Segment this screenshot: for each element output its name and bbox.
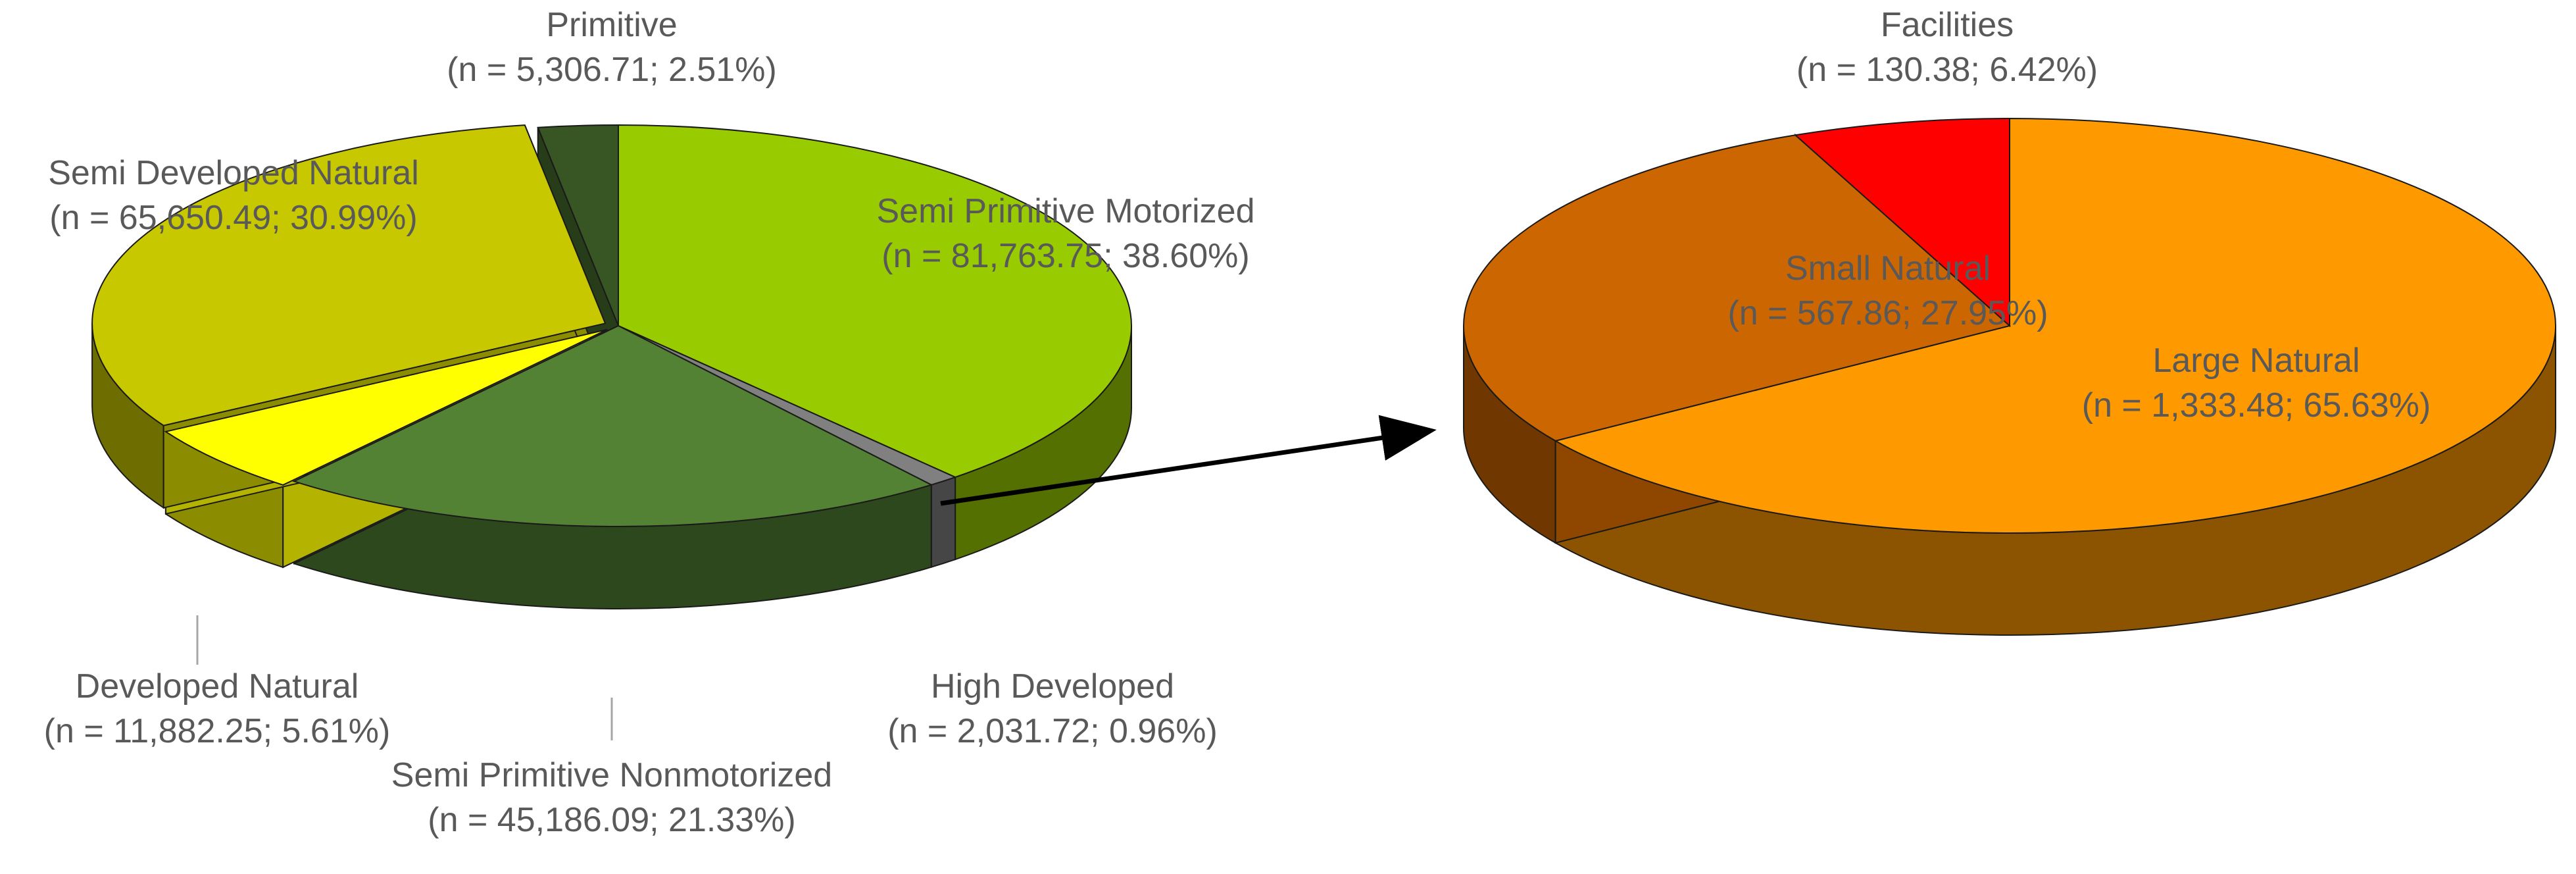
slice-label-name: Small Natural	[1785, 249, 1991, 288]
slice-label-primitive: Primitive (n = 5,306.71; 2.51%)	[447, 6, 777, 89]
slice-label-name: Developed Natural	[76, 667, 359, 706]
pie-slice-developed-natural	[164, 328, 608, 486]
slice-label-name: High Developed	[931, 667, 1174, 706]
pie-slice-large-natural	[1553, 117, 2556, 534]
pie-side-high-developed	[930, 476, 956, 569]
labels-layer: Semi Primitive Motorized (n = 81,763.75; …	[44, 6, 2431, 839]
slice-label-value: (n = 2,031.72; 0.96%)	[887, 712, 1218, 750]
pie-slice-facilities	[1794, 117, 2010, 328]
slice-label-value: (n = 81,763.75; 38.60%)	[881, 237, 1249, 275]
pie-slice-primitive	[537, 124, 619, 326]
slice-label-name: Facilities	[1881, 6, 2014, 44]
slice-label-name: Semi Primitive Nonmotorized	[391, 756, 832, 794]
pie-slice-small-natural	[1463, 134, 2012, 442]
slice-label-semi-primitive-motorized: Semi Primitive Motorized (n = 81,763.75; …	[876, 192, 1254, 275]
slice-label-value: (n = 65,650.49; 30.99%)	[49, 199, 417, 237]
left-pie-chart	[91, 124, 1132, 610]
slice-label-name: Semi Developed Natural	[48, 154, 419, 192]
slice-label-high-developed: High Developed (n = 2,031.72; 0.96%)	[887, 667, 1218, 750]
right-pie-chart	[1463, 117, 2556, 636]
slice-label-value: (n = 5,306.71; 2.51%)	[447, 51, 777, 89]
slice-label-value: (n = 1,333.48; 65.63%)	[2082, 386, 2431, 424]
slice-label-value: (n = 45,186.09; 21.33%)	[428, 801, 795, 839]
slice-label-value: (n = 11,882.25; 5.61%)	[44, 712, 391, 750]
slice-label-name: Large Natural	[2152, 342, 2360, 380]
slice-label-large-natural: Large Natural (n = 1,333.48; 65.63%)	[2082, 342, 2431, 424]
slice-label-name: Primitive	[546, 6, 677, 44]
slice-label-semi-primitive-nonmotorized: Semi Primitive Nonmotorized (n = 45,186.0…	[391, 756, 832, 839]
slice-label-value: (n = 567.86; 27.95%)	[1727, 294, 2048, 332]
slice-label-name: Semi Primitive Motorized	[876, 192, 1254, 230]
pie-slice-semi-developed-natural	[91, 124, 607, 426]
slice-label-facilities: Facilities (n = 130.38; 6.42%)	[1796, 6, 2098, 89]
pie-slice-semi-primitive-motorized	[618, 124, 1132, 478]
slice-label-semi-developed-natural: Semi Developed Natural (n = 65,650.49; 30…	[48, 154, 419, 237]
breakdown-connector-arrow	[940, 415, 1437, 506]
slice-label-developed-natural: Developed Natural (n = 11,882.25; 5.61%)	[44, 667, 391, 750]
slice-label-value: (n = 130.38; 6.42%)	[1796, 51, 2098, 89]
slice-label-small-natural: Small Natural (n = 567.86; 27.95%)	[1727, 249, 2048, 332]
pie-slice-semi-primitive-nonmotorized	[292, 324, 933, 528]
